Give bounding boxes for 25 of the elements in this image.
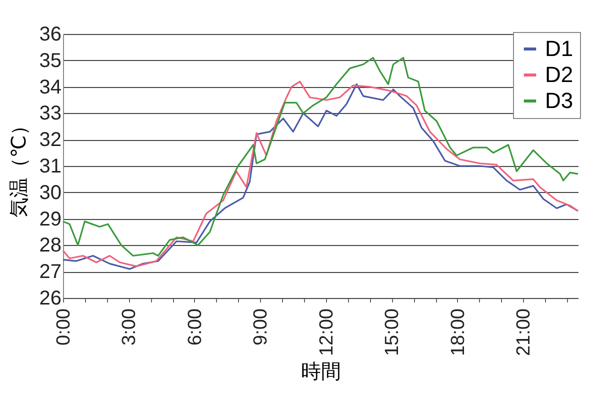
x-axis-title: 時間 xyxy=(301,361,341,384)
x-tick-label: 6:00 xyxy=(184,308,206,346)
y-tick-label: 26 xyxy=(39,288,62,310)
y-tick-label: 30 xyxy=(39,182,62,204)
x-tick-label: 18:00 xyxy=(448,308,469,356)
x-tick-label: 0:00 xyxy=(54,308,74,346)
y-tick-label: 34 xyxy=(39,76,62,98)
y-tick-label: 27 xyxy=(39,261,62,284)
y-tick-label: 31 xyxy=(39,156,62,178)
legend-label: D3 xyxy=(545,88,574,113)
x-tick-label: 9:00 xyxy=(250,308,272,346)
line-series xyxy=(62,56,579,257)
x-tick-label: 3:00 xyxy=(119,308,140,346)
y-tick-label: 36 xyxy=(39,24,62,46)
y-tick-label: 35 xyxy=(39,50,62,72)
y-tick-label: 32 xyxy=(39,129,62,152)
y-tick-label: 33 xyxy=(39,102,62,125)
legend-label: D2 xyxy=(545,62,574,87)
x-tick-label: 21:00 xyxy=(514,308,535,356)
x-tick-label: 15:00 xyxy=(382,308,404,356)
legend-label: D1 xyxy=(545,36,574,61)
y-axis-title: 気温（℃） xyxy=(8,115,30,218)
y-tick-label: 28 xyxy=(39,234,62,257)
x-tick-label: 12:00 xyxy=(316,308,338,356)
y-tick-label: 29 xyxy=(39,208,62,230)
